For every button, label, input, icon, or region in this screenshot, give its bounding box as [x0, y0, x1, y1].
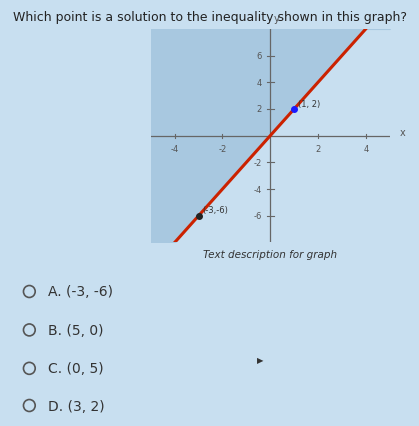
Text: D. (3, 2): D. (3, 2) [48, 399, 105, 412]
Text: A. (-3, -6): A. (-3, -6) [48, 285, 113, 299]
Text: ▶: ▶ [256, 355, 263, 365]
Text: Text description for graph: Text description for graph [203, 249, 337, 259]
Text: B. (5, 0): B. (5, 0) [48, 323, 103, 337]
Text: 2: 2 [316, 144, 321, 153]
Text: (1, 2): (1, 2) [298, 99, 320, 108]
Text: -4: -4 [171, 144, 179, 153]
Text: y: y [273, 14, 279, 24]
Text: -2: -2 [218, 144, 227, 153]
Text: C. (0, 5): C. (0, 5) [48, 362, 104, 375]
Text: 4: 4 [257, 78, 262, 88]
Text: x: x [400, 128, 406, 138]
Text: (-3,-6): (-3,-6) [202, 205, 228, 214]
Text: 2: 2 [257, 105, 262, 114]
Text: 6: 6 [256, 52, 262, 61]
Text: -2: -2 [253, 158, 262, 167]
Text: -6: -6 [253, 212, 262, 221]
Text: Which point is a solution to the inequality shown in this graph?: Which point is a solution to the inequal… [13, 11, 406, 23]
Text: 4: 4 [363, 144, 368, 153]
Text: -4: -4 [253, 185, 262, 194]
